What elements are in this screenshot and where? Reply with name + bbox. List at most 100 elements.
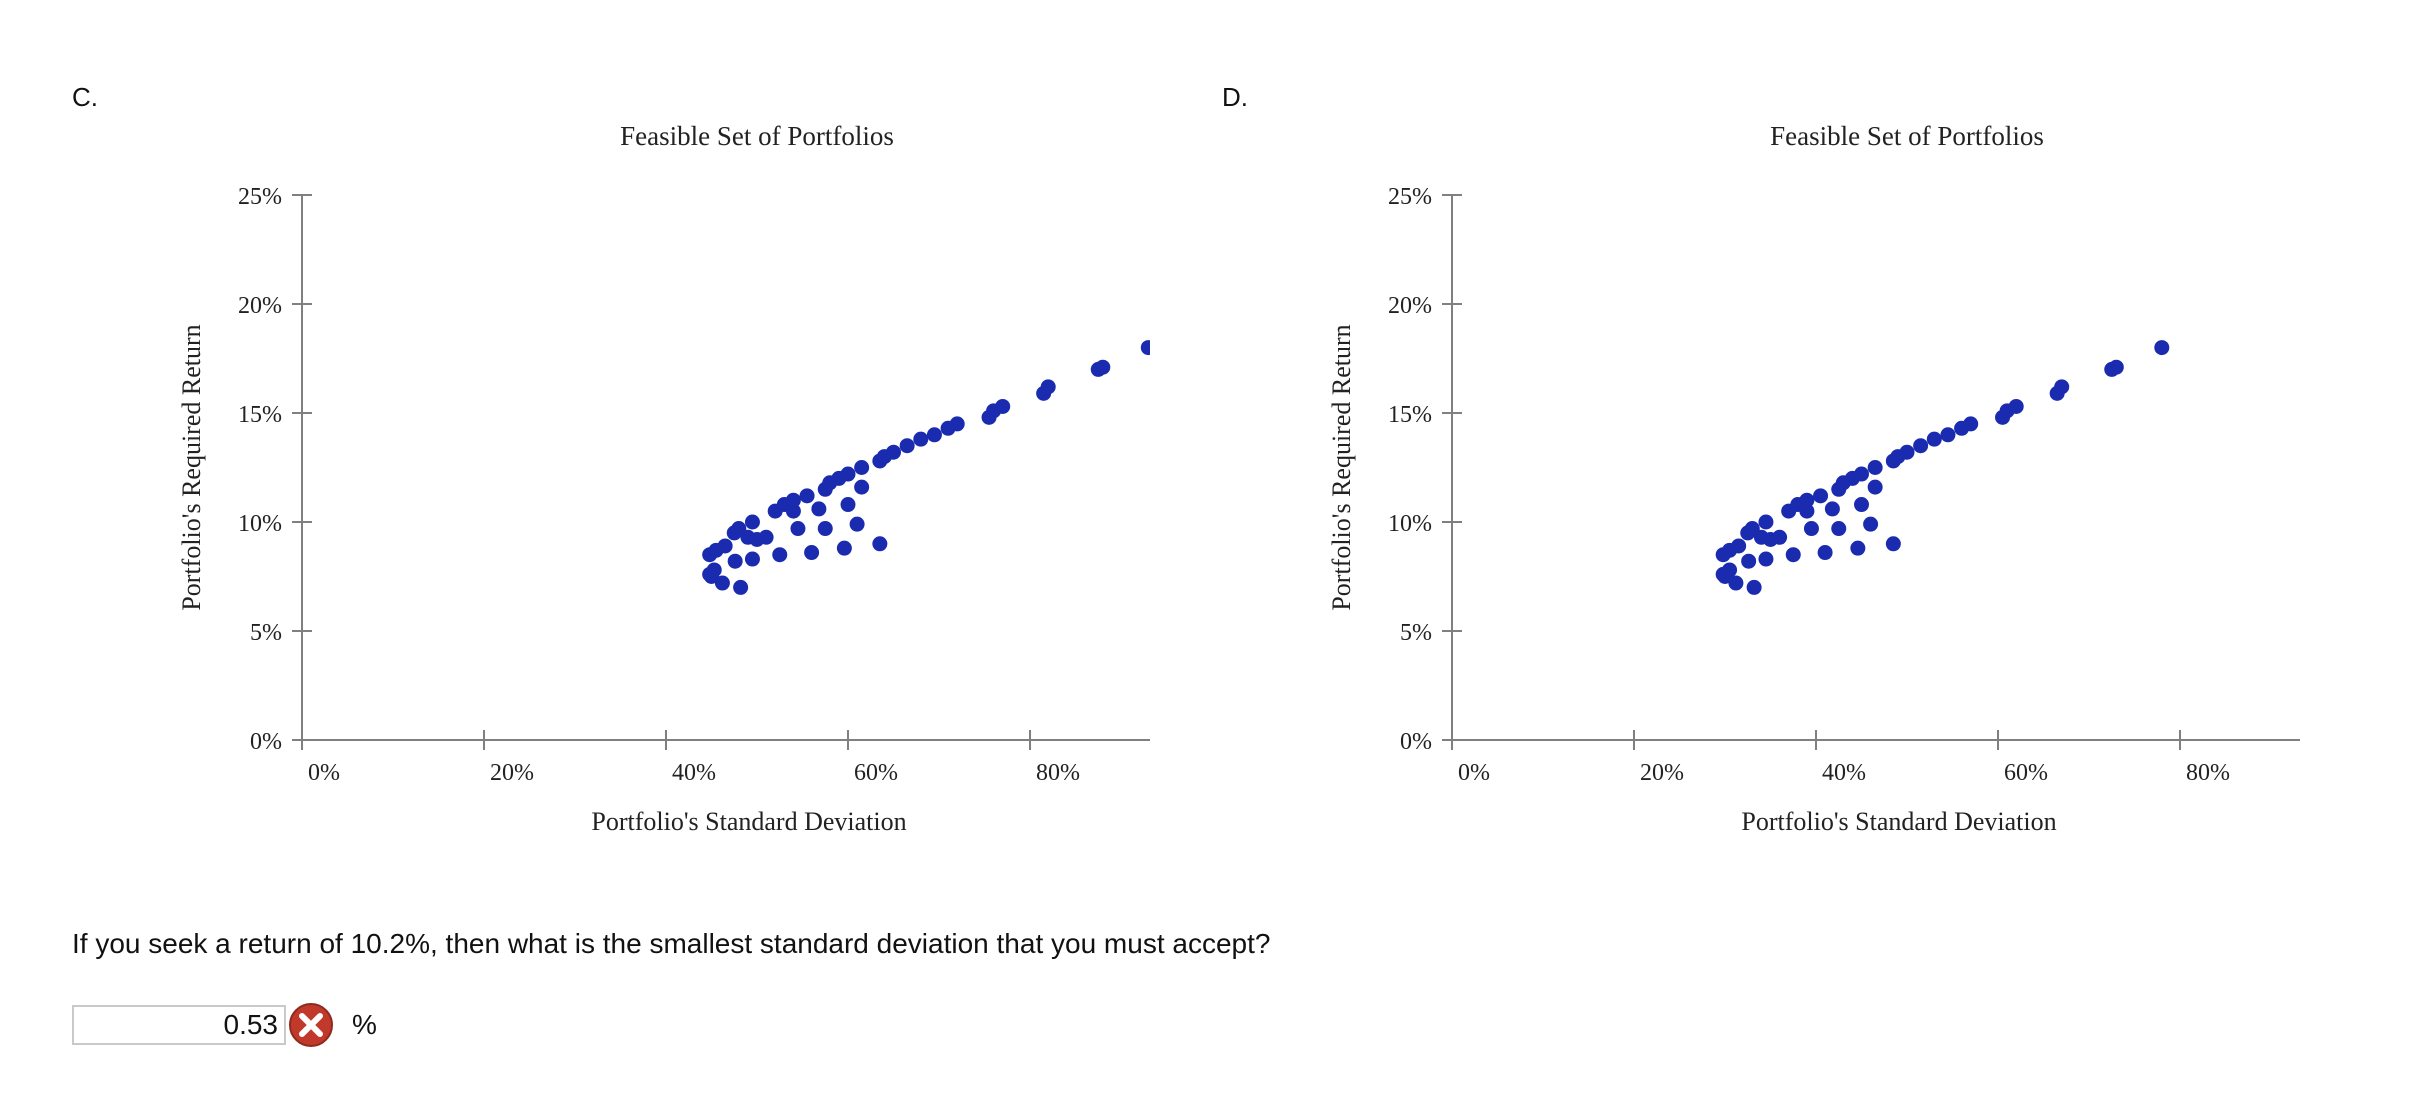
data-point [1867,479,1883,495]
data-point [849,516,865,532]
data-point [1799,503,1815,519]
answer-row: % [72,1002,377,1048]
y-axis-label: Portfolio's Required Return [1327,324,1356,610]
data-point [854,479,870,495]
data-point [1817,545,1833,561]
data-point [733,579,749,595]
data-point [2154,340,2170,356]
data-point [1899,444,1915,460]
data-point [744,514,760,530]
data-point [804,545,820,561]
y-tick-label: 20% [1388,293,1432,319]
data-point [2054,379,2070,395]
data-point [785,503,801,519]
percent-unit: % [352,1009,377,1040]
chart-title: Feasible Set of Portfolios [620,121,894,151]
data-point [1040,379,1056,395]
panel-label-d: D. [1222,82,1248,112]
y-tick-label: 10% [238,511,282,537]
data-point [1885,536,1901,552]
data-point [1799,492,1815,508]
data-point [714,575,730,591]
data-point [758,529,774,545]
data-point [1926,431,1942,447]
y-tick-label: 10% [1388,511,1432,537]
x-axis-label: Portfolio's Standard Deviation [591,807,906,836]
x-tick-label: 60% [854,760,898,786]
x-tick-label: 80% [1036,760,1080,786]
x-axis-label: Portfolio's Standard Deviation [1741,807,2056,836]
data-point [1772,529,1788,545]
x-tick-label: 0% [1458,760,1490,786]
data-point [1728,575,1744,591]
data-point [854,460,870,475]
data-point [811,501,827,517]
data-point [926,427,942,443]
data-point [1913,438,1929,454]
y-tick-label: 0% [1400,729,1432,755]
data-point [1722,562,1738,578]
data-point [1867,460,1883,475]
data-point [1831,521,1847,537]
data-point [1758,514,1774,530]
data-point [899,438,915,454]
data-point [995,398,1011,414]
data-point [886,444,901,460]
y-tick-label: 25% [238,184,282,210]
data-point [1940,427,1956,443]
data-point [706,562,722,578]
chart-title: Feasible Set of Portfolios [1770,121,2044,151]
data-point [840,497,856,513]
data-point [2008,398,2024,414]
data-point [717,538,733,554]
data-point [1731,538,1747,554]
data-point [772,547,788,563]
data-point [1824,501,1840,517]
y-tick-label: 15% [1388,402,1432,428]
data-point [949,416,965,432]
y-tick-label: 20% [238,293,282,319]
x-tick-label: 20% [1640,760,1684,786]
data-point [1741,553,1757,569]
data-point [1854,497,1869,513]
data-point [727,553,743,569]
y-tick-label: 5% [1400,620,1432,646]
data-point [785,492,801,508]
x-tick-label: 20% [490,760,534,786]
feasible-set-chart-d: Feasible Set of Portfolios 0% 20% 40% 60% 80%… [1327,121,2300,836]
x-tick-label: 40% [672,760,716,786]
data-point [1095,359,1111,375]
feasible-set-chart-c: Feasible Set of Portfolios 0% 20% 40% 60% 80%… [177,121,1150,836]
y-axis-label: Portfolio's Required Return [177,324,206,610]
data-point [799,488,815,504]
data-point [1850,540,1866,556]
data-point [1813,488,1829,504]
data-point [913,431,929,447]
y-tick-label: 0% [250,729,282,755]
panel-label-c: C. [72,82,98,112]
data-point [836,540,852,556]
data-point [1758,551,1774,567]
data-point [1803,521,1819,537]
data-point [790,521,806,537]
y-tick-label: 25% [1388,184,1432,210]
y-tick-label: 15% [238,402,282,428]
x-tick-label: 80% [2186,760,2230,786]
x-tick-label: 0% [308,760,340,786]
data-point [1963,416,1979,432]
x-tick-label: 40% [1822,760,1866,786]
data-point [1140,340,1150,356]
data-point [744,551,760,567]
incorrect-x-icon [289,1003,333,1047]
data-point [1746,579,1762,595]
answer-input[interactable] [72,1005,286,1045]
y-tick-label: 5% [250,620,282,646]
data-point [817,521,833,537]
data-point [2108,359,2124,375]
x-tick-label: 60% [2004,760,2048,786]
data-point [872,536,888,552]
data-point [1863,516,1879,532]
data-point [840,466,856,482]
data-point [1785,547,1801,563]
data-point [1854,466,1869,482]
